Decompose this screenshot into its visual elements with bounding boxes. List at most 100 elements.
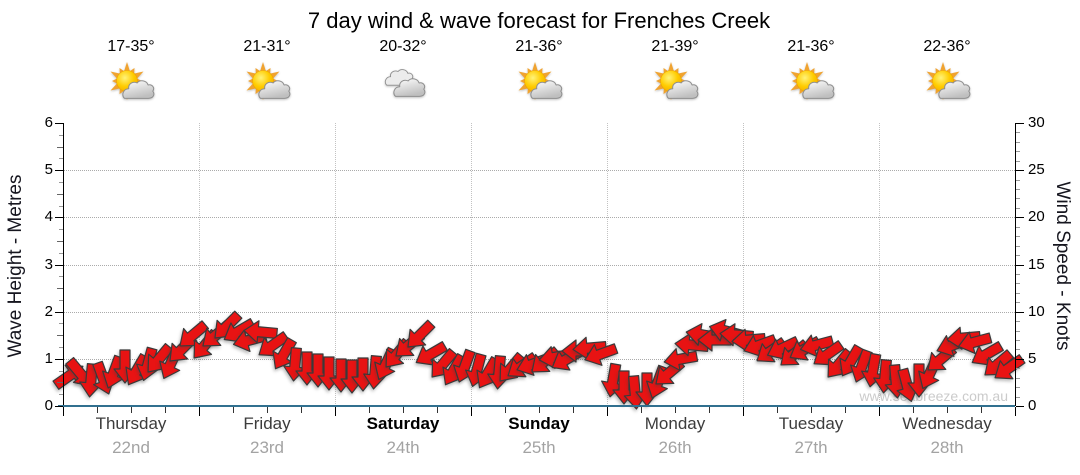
wind-barb-arrow [407, 319, 436, 348]
right-axis-tick [1016, 377, 1020, 379]
left-axis-tick [57, 288, 63, 290]
left-axis-tick [59, 347, 63, 349]
day-weather-icon [879, 60, 1015, 113]
wind-barb-arrow [971, 341, 1004, 366]
left-axis-tick [59, 276, 63, 278]
horizontal-gridline [63, 170, 1015, 172]
right-axis-tick-label: 30 [1028, 114, 1045, 131]
right-axis-tick [1016, 387, 1020, 389]
left-axis-tick [59, 252, 63, 254]
day-header: 21-36° [471, 38, 607, 113]
day-label: Thursday 22nd [63, 414, 199, 458]
left-axis-tick [55, 217, 63, 219]
left-axis-tick [59, 370, 63, 372]
horizontal-gridline [63, 264, 1015, 266]
day-name: Tuesday [778, 414, 844, 433]
right-axis-tick [1016, 396, 1020, 398]
day-header: 21-36° [743, 38, 879, 113]
right-axis-line [1015, 123, 1016, 406]
left-axis-tick [55, 311, 63, 313]
day-label: Tuesday 27th [743, 414, 879, 458]
left-axis-tick-label: 1 [44, 349, 53, 367]
day-label: Saturday 24th [335, 414, 471, 458]
day-date: 23rd [249, 438, 285, 457]
bottom-axis-tick [437, 407, 438, 413]
left-axis-tick [59, 205, 63, 207]
right-axis-tick [1016, 368, 1020, 370]
day-header: 21-39° [607, 38, 743, 113]
day-name: Saturday [366, 414, 440, 433]
left-axis-line [63, 123, 64, 406]
wind-barb-arrow [272, 337, 297, 370]
bottom-axis-tick [607, 407, 608, 416]
bottom-axis-tick [879, 407, 880, 416]
left-axis-tick [57, 240, 63, 242]
left-axis-tick [55, 123, 63, 124]
bottom-axis-tick [845, 407, 846, 413]
bottom-axis-tick [777, 407, 778, 413]
day-name: Friday [243, 414, 291, 433]
cloudy-icon [384, 69, 426, 97]
bottom-axis-tick [471, 407, 472, 416]
partly-cloudy-icon [654, 62, 699, 100]
bottom-axis-tick [403, 407, 404, 413]
left-axis-tick [59, 181, 63, 183]
right-axis-tick [1016, 217, 1024, 219]
day-weather-icon [335, 60, 471, 113]
right-axis-tick [1016, 141, 1020, 143]
left-axis-tick-label: 3 [44, 255, 53, 273]
bottom-axis-tick [267, 407, 268, 413]
right-axis-tick [1016, 132, 1020, 134]
day-header: 21-31° [199, 38, 335, 113]
partly-cloudy-icon [926, 62, 971, 100]
bottom-axis-tick [63, 407, 64, 416]
right-axis-tick [1016, 358, 1024, 360]
day-temperature: 20-32° [379, 38, 427, 55]
right-axis-tick [1016, 151, 1020, 153]
bottom-axis-line [58, 405, 1015, 407]
bottom-axis-tick [1015, 407, 1016, 416]
right-axis-tick [1016, 311, 1024, 313]
day-temperature: 21-36° [787, 38, 835, 55]
left-axis-tick [55, 406, 63, 407]
day-temperature: 17-35° [107, 38, 155, 55]
left-axis-tick [59, 394, 63, 396]
bottom-axis-tick [165, 407, 166, 413]
wind-barb-arrow [572, 336, 607, 360]
day-weather-icon [471, 60, 607, 113]
bottom-axis-tick [947, 407, 948, 413]
right-axis-tick [1016, 207, 1020, 209]
left-axis-tick [57, 193, 63, 195]
left-axis-tick [55, 358, 63, 360]
wind-barb-arrow [663, 347, 698, 371]
day-boundary-gridline [743, 123, 744, 406]
wind-barb-arrow [799, 334, 835, 357]
bottom-axis-tick [233, 407, 234, 413]
left-axis-tick [59, 323, 63, 325]
day-weather-icon [607, 60, 743, 113]
wind-barb-arrow [994, 354, 1026, 380]
bottom-axis-tick [131, 407, 132, 413]
right-axis-tick [1016, 330, 1020, 332]
day-weather-icon [199, 60, 335, 113]
day-header: 20-32° [335, 38, 471, 113]
bottom-axis-tick [199, 407, 200, 416]
left-axis-title: Wave Height - Metres [5, 174, 26, 358]
day-label: Friday 23rd [199, 414, 335, 458]
right-axis-title: Wind Speed - Knots [1052, 181, 1073, 351]
right-axis-tick [1016, 302, 1020, 304]
left-axis-tick-label: 5 [44, 161, 53, 179]
right-axis-tick [1016, 321, 1020, 323]
day-header: 22-36° [879, 38, 1015, 113]
right-axis-tick [1016, 170, 1024, 172]
day-date: 27th [794, 438, 828, 457]
bottom-axis-tick [573, 407, 574, 413]
right-axis-tick-label: 15 [1028, 255, 1045, 273]
right-axis-tick [1016, 349, 1020, 351]
right-axis-tick [1016, 273, 1020, 275]
bottom-axis-tick [505, 407, 506, 413]
right-axis-tick [1016, 189, 1020, 191]
right-axis-tick [1016, 236, 1020, 238]
